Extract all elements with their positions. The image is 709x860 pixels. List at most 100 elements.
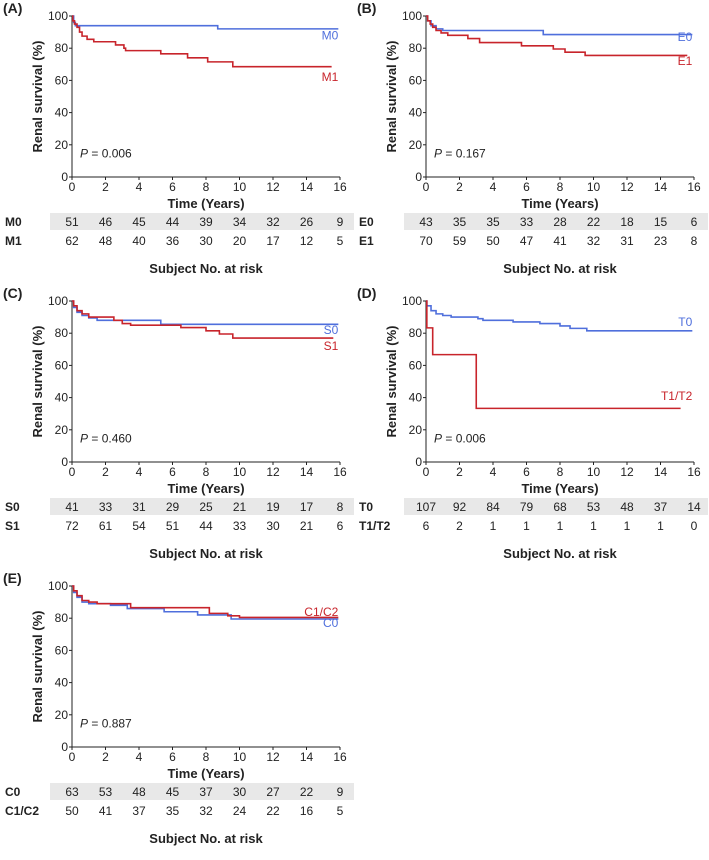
risk-table-band <box>50 213 354 230</box>
risk-count: 35 <box>166 804 180 818</box>
risk-count: 1 <box>624 519 631 533</box>
x-tick-label: 12 <box>620 180 634 194</box>
x-tick-label: 4 <box>136 465 143 479</box>
x-tick-label: 4 <box>490 180 497 194</box>
x-tick-label: 2 <box>102 750 109 764</box>
risk-row-label: M0 <box>5 215 22 229</box>
risk-count: 33 <box>233 519 247 533</box>
risk-count: 54 <box>132 519 146 533</box>
y-axis-title: Renal survival (%) <box>384 41 399 153</box>
risk-row-label: T1/T2 <box>359 519 391 533</box>
x-tick-label: 0 <box>69 750 76 764</box>
x-tick-label: 8 <box>557 465 564 479</box>
km-panel-c: (C) 0 20 40 60 80 100 0 2 4 6 8 10 12 14 16 Time (Years)… <box>3 285 354 561</box>
risk-count: 43 <box>419 215 433 229</box>
curve-label: E1 <box>678 54 693 68</box>
y-tick-label: 60 <box>55 73 69 87</box>
risk-count: 32 <box>587 234 601 248</box>
y-tick-label: 100 <box>402 9 422 23</box>
panel-label: (A) <box>3 0 22 16</box>
curve-label: M0 <box>322 28 339 42</box>
y-tick-label: 100 <box>48 294 68 308</box>
panel-label: (C) <box>3 285 22 301</box>
risk-count: 28 <box>553 215 567 229</box>
y-tick-label: 80 <box>55 611 69 625</box>
risk-count: 9 <box>337 215 344 229</box>
risk-count: 1 <box>557 519 564 533</box>
risk-row-label: E1 <box>359 234 374 248</box>
risk-count: 50 <box>486 234 500 248</box>
x-tick-label: 2 <box>102 180 109 194</box>
y-tick-label: 100 <box>402 294 422 308</box>
p-value-annotation: P = 0.460 <box>80 432 132 446</box>
curve-label: M1 <box>322 70 339 84</box>
survival-curve-c0 <box>72 585 339 620</box>
curve-label: S1 <box>324 339 339 353</box>
risk-count: 22 <box>587 215 601 229</box>
x-tick-label: 0 <box>423 465 430 479</box>
risk-count: 46 <box>99 215 113 229</box>
risk-row-label: C1/C2 <box>5 804 39 818</box>
risk-count: 0 <box>691 519 698 533</box>
risk-count: 21 <box>300 519 314 533</box>
x-axis-title: Time (Years) <box>521 196 598 211</box>
risk-count: 41 <box>99 804 113 818</box>
panel-label: (B) <box>357 0 376 16</box>
risk-row-label: C0 <box>5 785 21 799</box>
y-axis-title: Renal survival (%) <box>30 41 45 153</box>
risk-table-title: Subject No. at risk <box>149 261 263 276</box>
risk-count: 15 <box>654 215 668 229</box>
risk-count: 6 <box>423 519 430 533</box>
risk-count: 32 <box>199 804 213 818</box>
risk-count: 41 <box>553 234 567 248</box>
risk-count: 26 <box>300 215 314 229</box>
p-value: = 0.006 <box>442 432 486 446</box>
x-tick-label: 8 <box>203 465 210 479</box>
y-tick-label: 80 <box>55 326 69 340</box>
y-tick-label: 20 <box>55 138 69 152</box>
risk-count: 48 <box>620 500 634 514</box>
x-tick-label: 0 <box>69 465 76 479</box>
risk-row-label: S0 <box>5 500 20 514</box>
risk-count: 79 <box>520 500 534 514</box>
survival-curve-e0 <box>426 15 693 36</box>
y-tick-label: 40 <box>55 676 69 690</box>
x-tick-label: 4 <box>490 465 497 479</box>
x-axis-title: Time (Years) <box>521 481 598 496</box>
risk-count: 8 <box>691 234 698 248</box>
curve-label: S0 <box>324 323 339 337</box>
risk-count: 6 <box>691 215 698 229</box>
risk-count: 1 <box>523 519 530 533</box>
p-symbol: P <box>80 147 88 161</box>
risk-count: 47 <box>520 234 534 248</box>
risk-count: 1 <box>490 519 497 533</box>
survival-curve-t0 <box>426 300 693 332</box>
x-tick-label: 12 <box>266 180 280 194</box>
risk-count: 17 <box>300 500 314 514</box>
p-symbol: P <box>80 717 88 731</box>
risk-table-title: Subject No. at risk <box>149 546 263 561</box>
x-tick-label: 10 <box>587 180 601 194</box>
x-tick-label: 14 <box>300 465 314 479</box>
x-tick-label: 2 <box>456 180 463 194</box>
survival-curve-m1 <box>72 15 332 68</box>
risk-count: 1 <box>657 519 664 533</box>
x-tick-label: 6 <box>523 465 530 479</box>
survival-curve-s1 <box>72 300 334 339</box>
risk-count: 31 <box>620 234 634 248</box>
risk-count: 63 <box>65 785 79 799</box>
risk-count: 35 <box>453 215 467 229</box>
x-tick-label: 10 <box>233 750 247 764</box>
x-tick-label: 14 <box>654 180 668 194</box>
y-tick-label: 60 <box>55 358 69 372</box>
x-tick-label: 12 <box>266 750 280 764</box>
risk-count: 70 <box>419 234 433 248</box>
y-tick-label: 60 <box>409 73 423 87</box>
x-axis-title: Time (Years) <box>167 766 244 781</box>
risk-count: 62 <box>65 234 79 248</box>
curve-label: E0 <box>678 30 693 44</box>
x-tick-label: 6 <box>523 180 530 194</box>
risk-count: 37 <box>654 500 668 514</box>
